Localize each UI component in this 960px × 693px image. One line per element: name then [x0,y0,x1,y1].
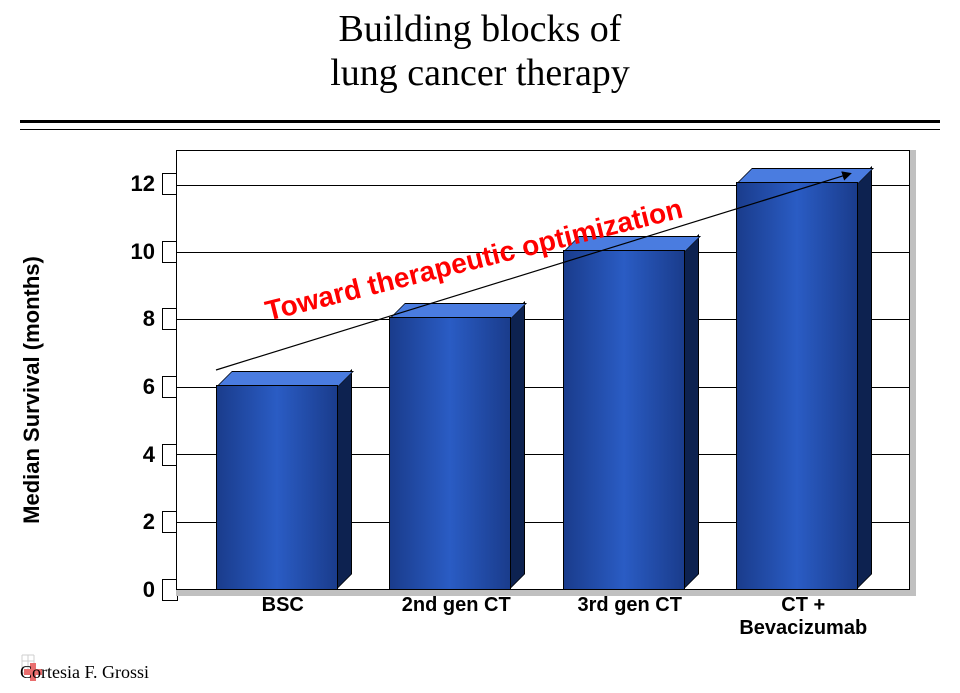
bar [216,387,350,590]
slide-title: Building blocks of lung cancer therapy [0,8,960,95]
footer-credit: Cortesia F. Grossi [20,662,149,683]
x-tick-label: 3rd gen CT [543,594,717,630]
bar [563,252,697,590]
y-tick: 4 [110,442,155,468]
bar [736,184,870,590]
survival-bar-chart: Median Survival (months) 024681012 Towar… [40,150,920,630]
x-tick-label: CT + Bevacizumab [717,594,891,630]
y-axis: 024681012 [110,150,160,590]
x-axis-labels: BSC2nd gen CT3rd gen CTCT + Bevacizumab [176,594,910,630]
y-tick: 2 [110,509,155,535]
y-tick: 10 [110,239,155,265]
title-line-1: Building blocks of [339,8,622,50]
y-axis-label: Median Survival (months) [19,256,45,524]
title-divider [20,120,940,132]
bar [389,319,523,590]
bars-container [176,150,910,590]
title-line-2: lung cancer therapy [330,52,630,94]
y-tick: 0 [110,577,155,603]
y-tick: 12 [110,171,155,197]
x-tick-label: BSC [196,594,370,630]
y-tick: 6 [110,374,155,400]
x-tick-label: 2nd gen CT [370,594,544,630]
plot-area: Toward therapeutic optimization [176,150,910,590]
y-tick: 8 [110,306,155,332]
